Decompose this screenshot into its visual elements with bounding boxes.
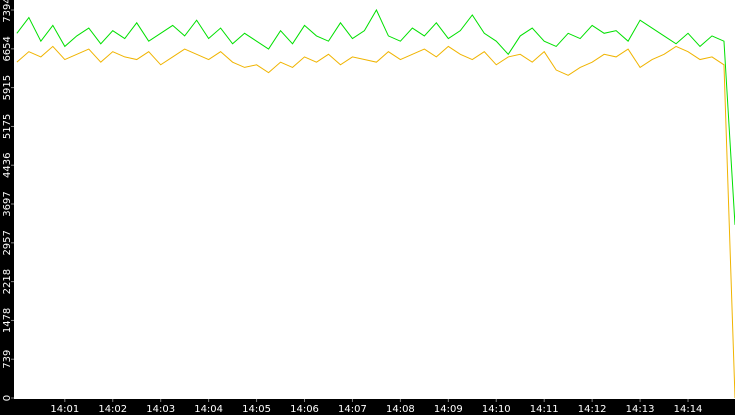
x-tick-label: 14:13: [626, 404, 655, 415]
series-line: [16, 8, 735, 225]
series-line: [16, 45, 735, 399]
x-tick-label: 14:07: [338, 404, 367, 415]
x-tick-label: 14:09: [434, 404, 463, 415]
y-tick-label: 5915: [2, 75, 13, 100]
y-tick-label: 4436: [2, 152, 13, 177]
x-tick-label: 14:11: [530, 404, 559, 415]
y-tick-label: 7394: [2, 0, 13, 23]
y-tick-label: 5175: [2, 114, 13, 139]
y-axis-strip: [0, 0, 14, 415]
y-tick-label: 6654: [2, 36, 13, 61]
x-tick-label: 14:12: [578, 404, 607, 415]
x-tick-label: 14:01: [50, 404, 79, 415]
y-tick-label: 3697: [2, 191, 13, 216]
x-tick-label: 14:08: [386, 404, 415, 415]
y-tick-label: 2957: [2, 230, 13, 255]
y-tick-label: 2218: [2, 269, 13, 294]
y-tick-label: 739: [2, 350, 13, 369]
x-tick-label: 14:05: [242, 404, 271, 415]
x-tick-label: 14:14: [674, 404, 703, 415]
x-tick-label: 14:04: [194, 404, 223, 415]
y-tick-label: 1478: [2, 308, 13, 333]
x-tick-label: 14:03: [146, 404, 175, 415]
x-tick-label: 14:06: [290, 404, 319, 415]
x-tick-label: 14:02: [98, 404, 127, 415]
x-tick-label: 14:10: [482, 404, 511, 415]
x-axis-strip: [0, 399, 735, 415]
y-tick-label: 0: [2, 395, 13, 401]
